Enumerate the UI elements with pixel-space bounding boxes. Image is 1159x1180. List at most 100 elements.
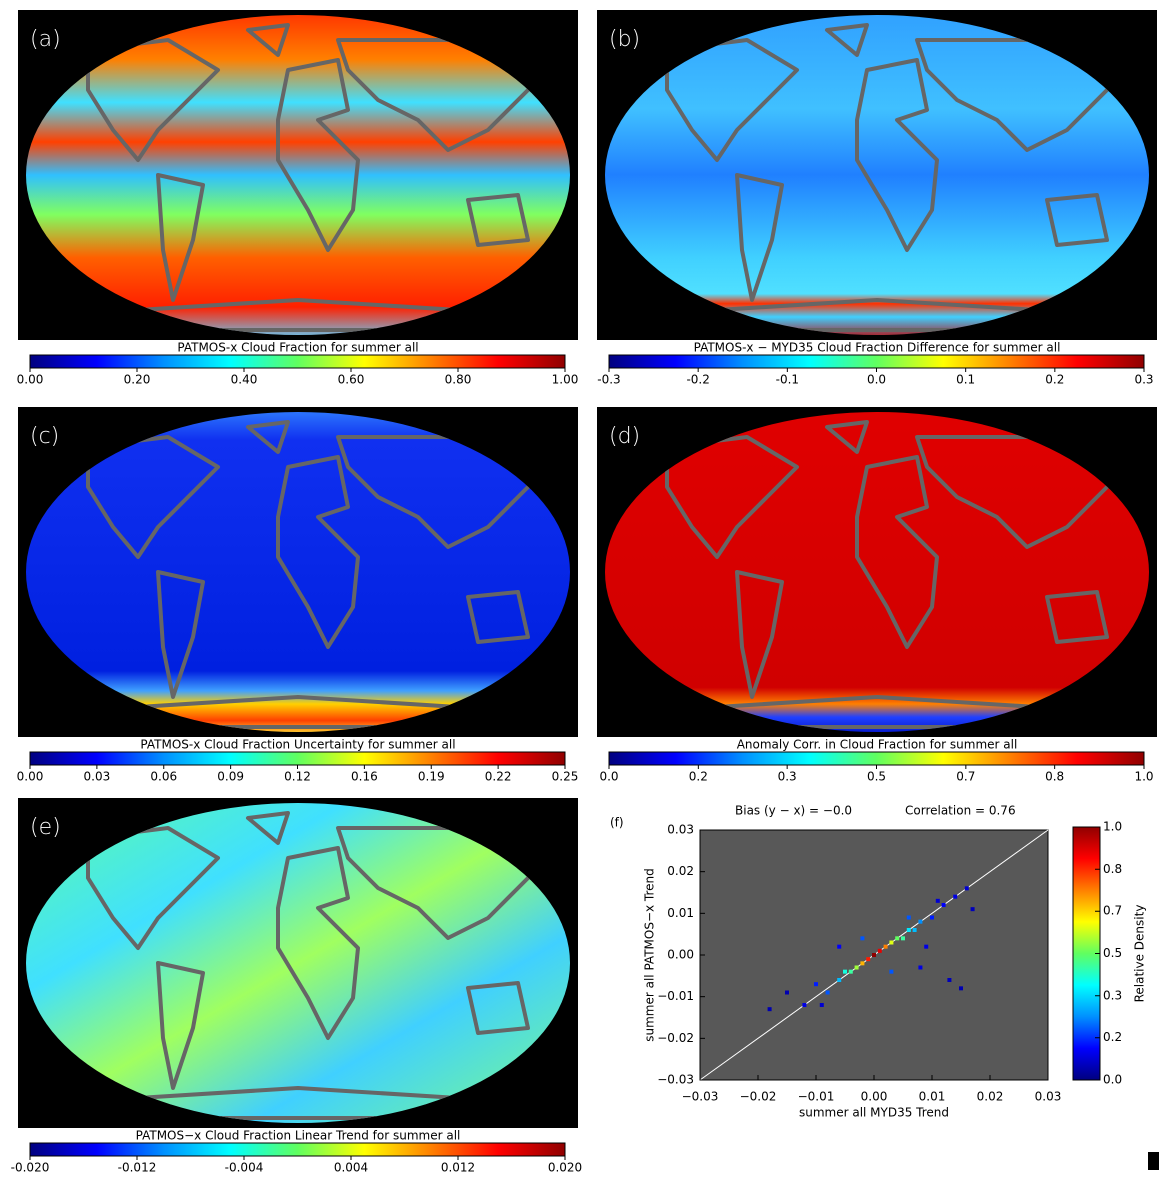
figure: (a) PATMOS-x Cloud Fraction for summer al… bbox=[0, 0, 1159, 1176]
colorbar-tick-label: 0.020 bbox=[548, 1161, 582, 1175]
colorbar-tick-label: 0.12 bbox=[284, 770, 311, 784]
colorbar-tick-label: 0.06 bbox=[150, 770, 177, 784]
x-tick-label: 0.03 bbox=[1035, 1090, 1062, 1104]
colorbar-tick-label: 0.7 bbox=[1103, 904, 1122, 918]
point bbox=[855, 966, 859, 970]
annotation: Bias (y − x) = −0.0 bbox=[735, 804, 852, 818]
point bbox=[849, 970, 853, 974]
colorbar bbox=[30, 752, 565, 765]
point bbox=[820, 1003, 824, 1007]
colorbar-tick-label: -0.2 bbox=[686, 373, 709, 387]
point bbox=[907, 928, 911, 932]
colorbar-tick-label: -0.020 bbox=[11, 1161, 50, 1175]
colorbar-tick-label: 0.1 bbox=[956, 373, 975, 387]
y-tick-label: −0.03 bbox=[657, 1073, 694, 1087]
panel-label: (c) bbox=[30, 424, 59, 449]
point bbox=[918, 920, 922, 924]
panel-label: (f) bbox=[610, 816, 624, 830]
colorbar-tick-label: 0.19 bbox=[418, 770, 445, 784]
point bbox=[901, 936, 905, 940]
colorbar-tick-label: 0.004 bbox=[334, 1161, 368, 1175]
colorbar-tick-label: 0.03 bbox=[84, 770, 111, 784]
annotation: Correlation = 0.76 bbox=[905, 804, 1016, 818]
y-tick-label: 0.00 bbox=[667, 948, 694, 962]
point bbox=[971, 907, 975, 911]
panel-label: (a) bbox=[30, 27, 61, 52]
point bbox=[837, 945, 841, 949]
point bbox=[826, 991, 830, 995]
colorbar-tick-label: 0.60 bbox=[338, 373, 365, 387]
colorbar-tick-label: 1.0 bbox=[1103, 820, 1122, 834]
colorbar-title: Anomaly Corr. in Cloud Fraction for summ… bbox=[737, 738, 1018, 752]
colorbar bbox=[609, 355, 1144, 368]
point bbox=[924, 945, 928, 949]
colorbar-tick-label: 0.40 bbox=[231, 373, 258, 387]
point bbox=[959, 986, 963, 990]
point bbox=[913, 928, 917, 932]
colorbar bbox=[30, 1143, 565, 1156]
point bbox=[878, 949, 882, 953]
colorbar-tick-label: 0.3 bbox=[1134, 373, 1153, 387]
point bbox=[947, 978, 951, 982]
colorbar-tick-label: 0.5 bbox=[867, 770, 886, 784]
marker bbox=[1148, 1152, 1159, 1170]
colorbar-tick-label: 0.80 bbox=[445, 373, 472, 387]
colorbar-tick-label: 0.09 bbox=[217, 770, 244, 784]
point bbox=[866, 957, 870, 961]
colorbar-tick-label: 0.012 bbox=[441, 1161, 475, 1175]
colorbar-tick-label: -0.004 bbox=[225, 1161, 264, 1175]
x-tick-label: 0.00 bbox=[861, 1090, 888, 1104]
colorbar-tick-label: 0.2 bbox=[1103, 1030, 1122, 1044]
colorbar-tick-label: 0.00 bbox=[17, 770, 44, 784]
y-tick-label: 0.03 bbox=[667, 823, 694, 837]
colorbar-tick-label: 0.5 bbox=[1103, 946, 1122, 960]
colorbar-tick-label: 0.3 bbox=[1103, 988, 1122, 1002]
point bbox=[930, 916, 934, 920]
x-axis-label: summer all MYD35 Trend bbox=[799, 1106, 949, 1120]
colorbar-tick-label: 0.00 bbox=[17, 373, 44, 387]
point bbox=[942, 903, 946, 907]
x-tick-label: −0.02 bbox=[740, 1090, 777, 1104]
point bbox=[895, 936, 899, 940]
point bbox=[802, 1003, 806, 1007]
panel-label: (e) bbox=[30, 815, 61, 840]
colorbar-tick-label: 0.0 bbox=[599, 770, 618, 784]
colorbar-tick-label: 1.00 bbox=[552, 373, 579, 387]
x-tick-label: 0.02 bbox=[977, 1090, 1004, 1104]
point bbox=[785, 991, 789, 995]
y-tick-label: 0.01 bbox=[667, 906, 694, 920]
y-tick-label: 0.02 bbox=[667, 864, 694, 878]
colorbar-title: PATMOS-x Cloud Fraction Uncertainty for … bbox=[140, 738, 455, 752]
colorbar-title: PATMOS-x Cloud Fraction for summer all bbox=[177, 341, 418, 355]
x-tick-label: 0.01 bbox=[919, 1090, 946, 1104]
colorbar-title: Relative Density bbox=[1133, 905, 1147, 1003]
colorbar-tick-label: 0.20 bbox=[124, 373, 151, 387]
point bbox=[889, 941, 893, 945]
colorbar-tick-label: 0.3 bbox=[778, 770, 797, 784]
point bbox=[837, 978, 841, 982]
x-tick-label: −0.01 bbox=[798, 1090, 835, 1104]
point bbox=[860, 936, 864, 940]
colorbar-tick-label: 0.0 bbox=[1103, 1073, 1122, 1087]
point bbox=[953, 895, 957, 899]
colorbar-tick-label: 0.16 bbox=[351, 770, 378, 784]
point bbox=[768, 1007, 772, 1011]
y-tick-label: −0.01 bbox=[657, 989, 694, 1003]
panel-label: (d) bbox=[609, 424, 640, 449]
point bbox=[843, 970, 847, 974]
colorbar-title: PATMOS-x − MYD35 Cloud Fraction Differen… bbox=[694, 341, 1061, 355]
panel-label: (b) bbox=[609, 27, 640, 52]
point bbox=[884, 945, 888, 949]
colorbar-tick-label: 0.8 bbox=[1045, 770, 1064, 784]
colorbar-title: PATMOS−x Cloud Fraction Linear Trend for… bbox=[136, 1129, 461, 1143]
colorbar-tick-label: 0.2 bbox=[1045, 373, 1064, 387]
colorbar bbox=[609, 752, 1144, 765]
colorbar-tick-label: 0.0 bbox=[867, 373, 886, 387]
colorbar-tick-label: 0.25 bbox=[552, 770, 579, 784]
y-axis-label: summer all PATMOS−x Trend bbox=[643, 868, 657, 1042]
point bbox=[907, 916, 911, 920]
point bbox=[860, 961, 864, 965]
point bbox=[965, 886, 969, 890]
point bbox=[889, 970, 893, 974]
point bbox=[918, 966, 922, 970]
